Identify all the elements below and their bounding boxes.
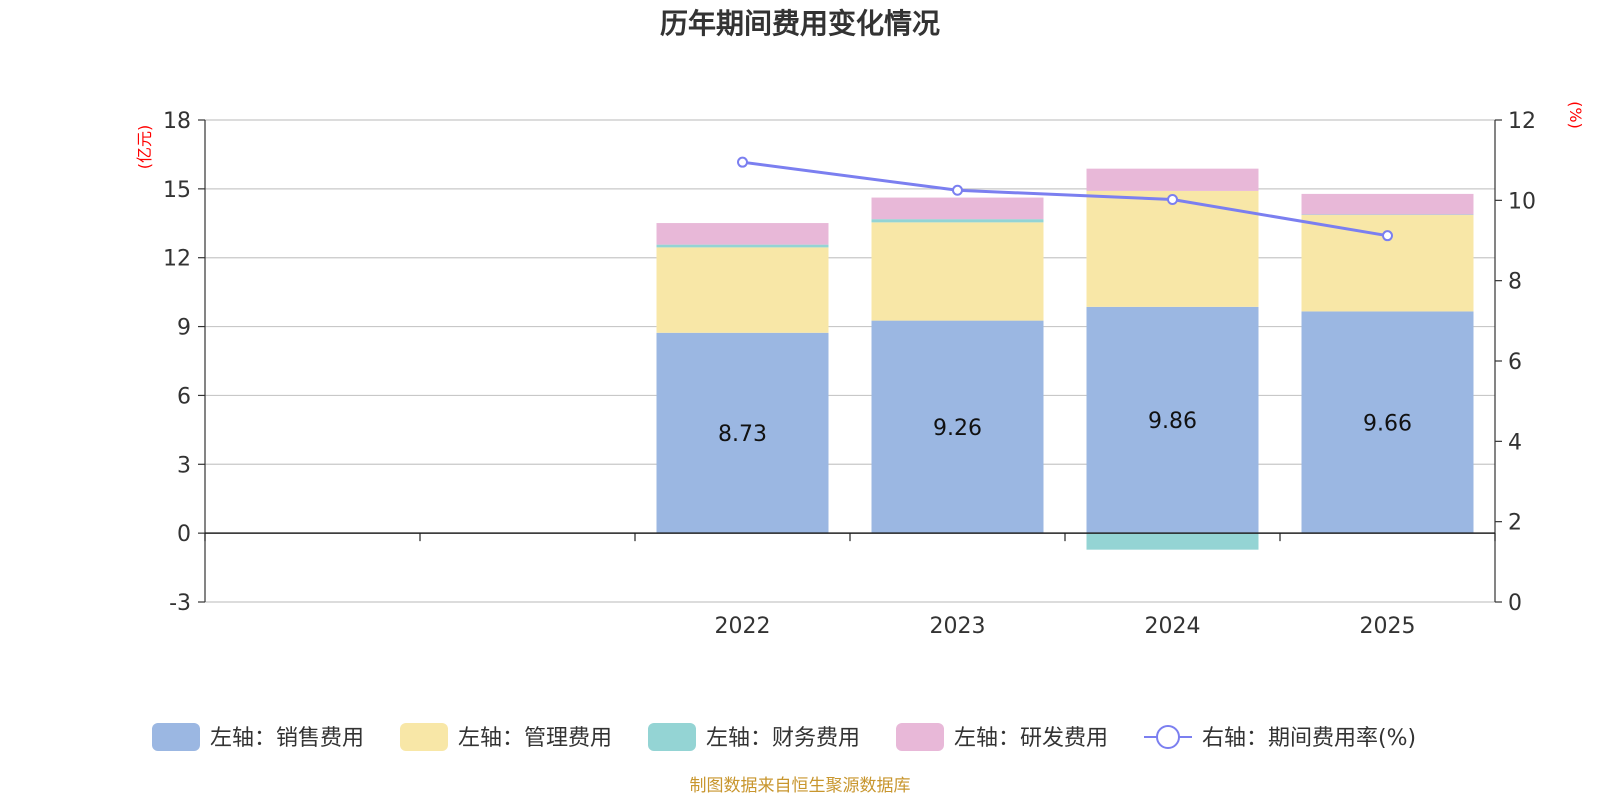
bar-segment (1086, 168, 1259, 191)
right-axis-unit: (%) (1566, 101, 1585, 129)
legend: 左轴：销售费用 左轴：管理费用 左轴：财务费用 左轴：研发费用 右轴：期间费用率(%) (152, 723, 1416, 751)
bar-value-label: 9.66 (1363, 411, 1412, 436)
right-tick-label: 8 (1508, 270, 1522, 295)
legend-marker (1156, 725, 1180, 749)
chart-title: 历年期间费用变化情况 (660, 7, 940, 40)
rate-point (737, 156, 748, 168)
gridlines (205, 119, 1495, 603)
left-tick-label: 18 (163, 109, 191, 134)
bar-labels: 8.73 9.26 9.86 9.66 (718, 409, 1412, 447)
legend-swatch (400, 723, 448, 751)
right-tick-label: 4 (1508, 430, 1522, 455)
bar-segment (871, 222, 1044, 321)
left-tick-label: 15 (163, 178, 191, 203)
left-axis-unit: (亿元) (135, 125, 154, 170)
bar-segment (1086, 533, 1259, 550)
bars (656, 168, 1474, 550)
bar-segment (656, 332, 829, 534)
x-axis-ticks: 2022 2023 2024 2025 (204, 533, 1496, 639)
right-tick-label: 12 (1508, 109, 1536, 134)
x-tick-label: 2023 (930, 614, 986, 639)
legend-label: 左轴：销售费用 (210, 726, 364, 751)
rate-line-series (737, 156, 1393, 242)
x-tick-label: 2022 (715, 614, 771, 639)
bar-segment (656, 244, 829, 248)
rate-point (1167, 194, 1178, 206)
right-tick-label: 6 (1508, 350, 1522, 375)
rate-point (952, 184, 963, 196)
bar-segment (1301, 215, 1474, 312)
left-tick-label: 12 (163, 247, 191, 272)
bar-segment (871, 320, 1044, 534)
bar-segment (656, 247, 829, 333)
right-tick-label: 2 (1508, 511, 1522, 536)
bar-segment (1301, 311, 1474, 534)
right-tick-label: 0 (1508, 591, 1522, 616)
rate-point (1382, 230, 1393, 242)
bar-value-label: 8.73 (718, 422, 767, 447)
right-tick-label: 10 (1508, 189, 1536, 214)
left-axis-ticks: -3 0 3 6 9 12 15 18 (163, 109, 205, 616)
rate-line (742, 160, 1388, 238)
bar-segment (1086, 306, 1259, 534)
left-tick-label: 9 (177, 316, 191, 341)
legend-label: 左轴：管理费用 (458, 726, 612, 751)
x-tick-label: 2025 (1360, 614, 1416, 639)
bar-segment (871, 219, 1044, 223)
bar-value-label: 9.26 (933, 416, 982, 441)
left-tick-label: 3 (177, 453, 191, 478)
bar-segment (871, 197, 1044, 220)
left-tick-label: -3 (169, 591, 191, 616)
legend-label: 左轴：财务费用 (706, 726, 860, 751)
bar-value-label: 9.86 (1148, 409, 1197, 434)
left-tick-label: 0 (177, 522, 191, 547)
data-source: 制图数据来自恒生聚源数据库 (690, 776, 911, 796)
bar-segment (656, 223, 829, 245)
x-tick-label: 2024 (1145, 614, 1201, 639)
legend-swatch (152, 723, 200, 751)
legend-swatch (648, 723, 696, 751)
legend-swatch (896, 723, 944, 751)
right-axis-ticks: 0 2 4 6 8 10 12 (1495, 109, 1536, 616)
bar-segment (1301, 193, 1474, 215)
legend-label: 左轴：研发费用 (954, 726, 1108, 751)
legend-label: 右轴：期间费用率(%) (1202, 726, 1416, 751)
left-tick-label: 6 (177, 384, 191, 409)
